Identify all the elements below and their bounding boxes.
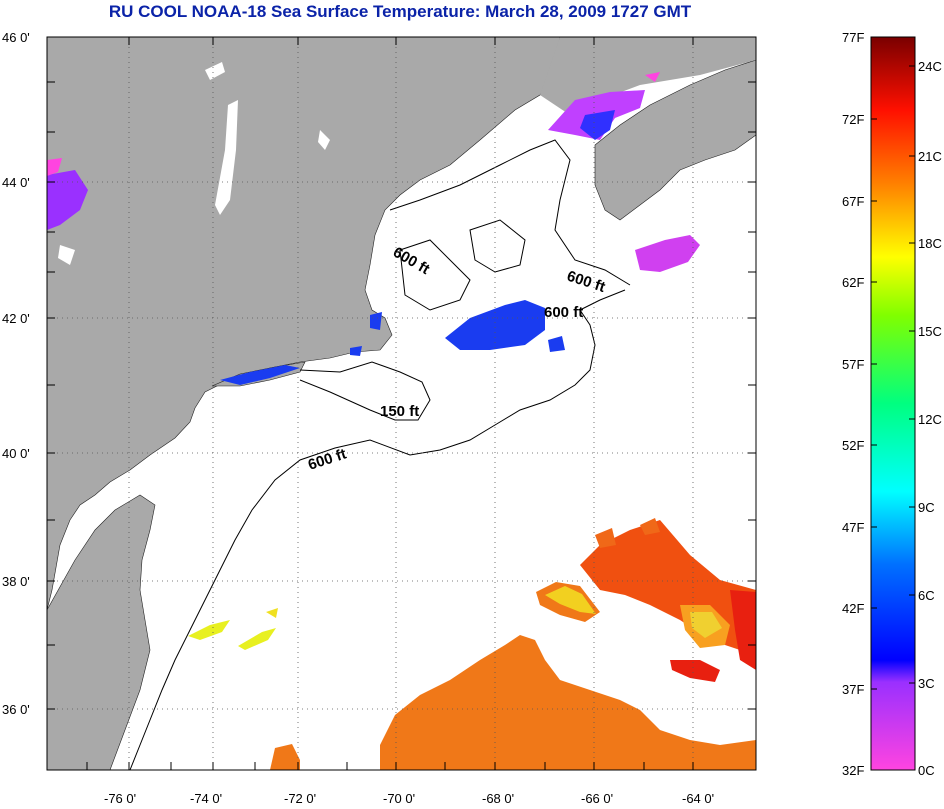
scale-c-15: 15C [918, 324, 942, 339]
lat-label-42: 42 0' [2, 311, 30, 326]
sst-patch-red-east-2 [730, 590, 756, 670]
sst-patch-gulfstream-main [380, 635, 756, 770]
sst-patch-li-sound [220, 365, 300, 385]
lat-label-46: 46 0' [2, 30, 30, 45]
sst-patch-cold-ontario-edge [47, 158, 62, 176]
lon-label-66: -66 0' [581, 791, 613, 806]
land-nova-scotia [594, 59, 756, 221]
sst-patch-red-east [670, 660, 720, 682]
sst-patch-warm-core-yellow [690, 612, 722, 638]
lake-3 [318, 130, 330, 150]
scale-c-6: 6C [918, 588, 935, 603]
scale-f-47: 47F [842, 520, 864, 535]
sst-patch-orange-ne [595, 528, 616, 548]
scale-f-32: 32F [842, 763, 864, 778]
sst-patch-georges-bank [445, 300, 545, 350]
lake-2 [215, 100, 238, 215]
scale-f-72: 72F [842, 112, 864, 127]
lat-label-38: 38 0' [2, 574, 30, 589]
scale-f-77: 77F [842, 30, 864, 45]
scale-f-37: 37F [842, 682, 864, 697]
sst-patch-slope-yellow [545, 586, 596, 614]
contour-label-150ft: 150 ft [380, 403, 419, 420]
map-ticks [47, 37, 756, 770]
graticule [47, 37, 756, 770]
lon-label-76: -76 0' [104, 791, 136, 806]
scale-c-0: 0C [918, 763, 935, 778]
scale-f-42: 42F [842, 601, 864, 616]
scale-c-9: 9C [918, 500, 935, 515]
contour-600ft-shelf [129, 289, 626, 771]
map-frame [46, 36, 757, 771]
sst-patch-yellow-west-2 [238, 628, 276, 650]
lon-label-70: -70 0' [383, 791, 415, 806]
sst-patch-yellow-west-3 [266, 608, 278, 618]
land-mainland [47, 37, 561, 611]
lat-label-44: 44 0' [2, 175, 30, 190]
contour-150ft [299, 361, 431, 421]
lon-label-64: -64 0' [682, 791, 714, 806]
contour-gulf-inner-2 [469, 219, 526, 273]
lat-label-36: 36 0' [2, 702, 30, 717]
map-title: RU COOL NOAA-18 Sea Surface Temperature:… [108, 2, 692, 21]
sst-patch-orange-ne-2 [640, 518, 660, 535]
sst-patch-nantucket [350, 346, 362, 356]
lon-label-74: -74 0' [190, 791, 222, 806]
sst-patch-bay-of-fundy-pink [645, 72, 660, 82]
sst-patch-yellow-west [188, 620, 230, 640]
scale-f-62: 62F [842, 275, 864, 290]
lake-1 [205, 62, 225, 80]
contour-gulf-inner [399, 239, 471, 311]
scale-c-21: 21C [918, 149, 942, 164]
lat-label-40: 40 0' [2, 446, 30, 461]
scale-f-52: 52F [842, 438, 864, 453]
contour-600ft-gulf [389, 139, 631, 286]
scale-c-12: 12C [918, 412, 942, 427]
lon-label-68: -68 0' [482, 791, 514, 806]
contour-label-600ft-georges: 600 ft [544, 304, 583, 321]
scale-f-57: 57F [842, 357, 864, 372]
scale-c-3: 3C [918, 676, 935, 691]
lake-4 [58, 245, 75, 265]
sst-patch-scotian-shelf [635, 235, 700, 272]
scale-c-18: 18C [918, 236, 942, 251]
scale-f-67: 67F [842, 194, 864, 209]
scale-c-24: 24C [918, 59, 942, 74]
sst-patch-cold-ontario [47, 170, 88, 230]
sst-patch-georges-bank-2 [548, 336, 565, 352]
sst-patch-bay-of-fundy-blue [580, 110, 615, 140]
sst-patch-cape-cod [370, 312, 382, 330]
sst-patch-gulfstream-south [270, 744, 300, 770]
land-delmarva [47, 494, 156, 770]
bathymetry-contours [129, 139, 631, 771]
lon-label-72: -72 0' [284, 791, 316, 806]
color-scale-ticks [871, 65, 915, 690]
color-scale-bar [870, 36, 916, 771]
